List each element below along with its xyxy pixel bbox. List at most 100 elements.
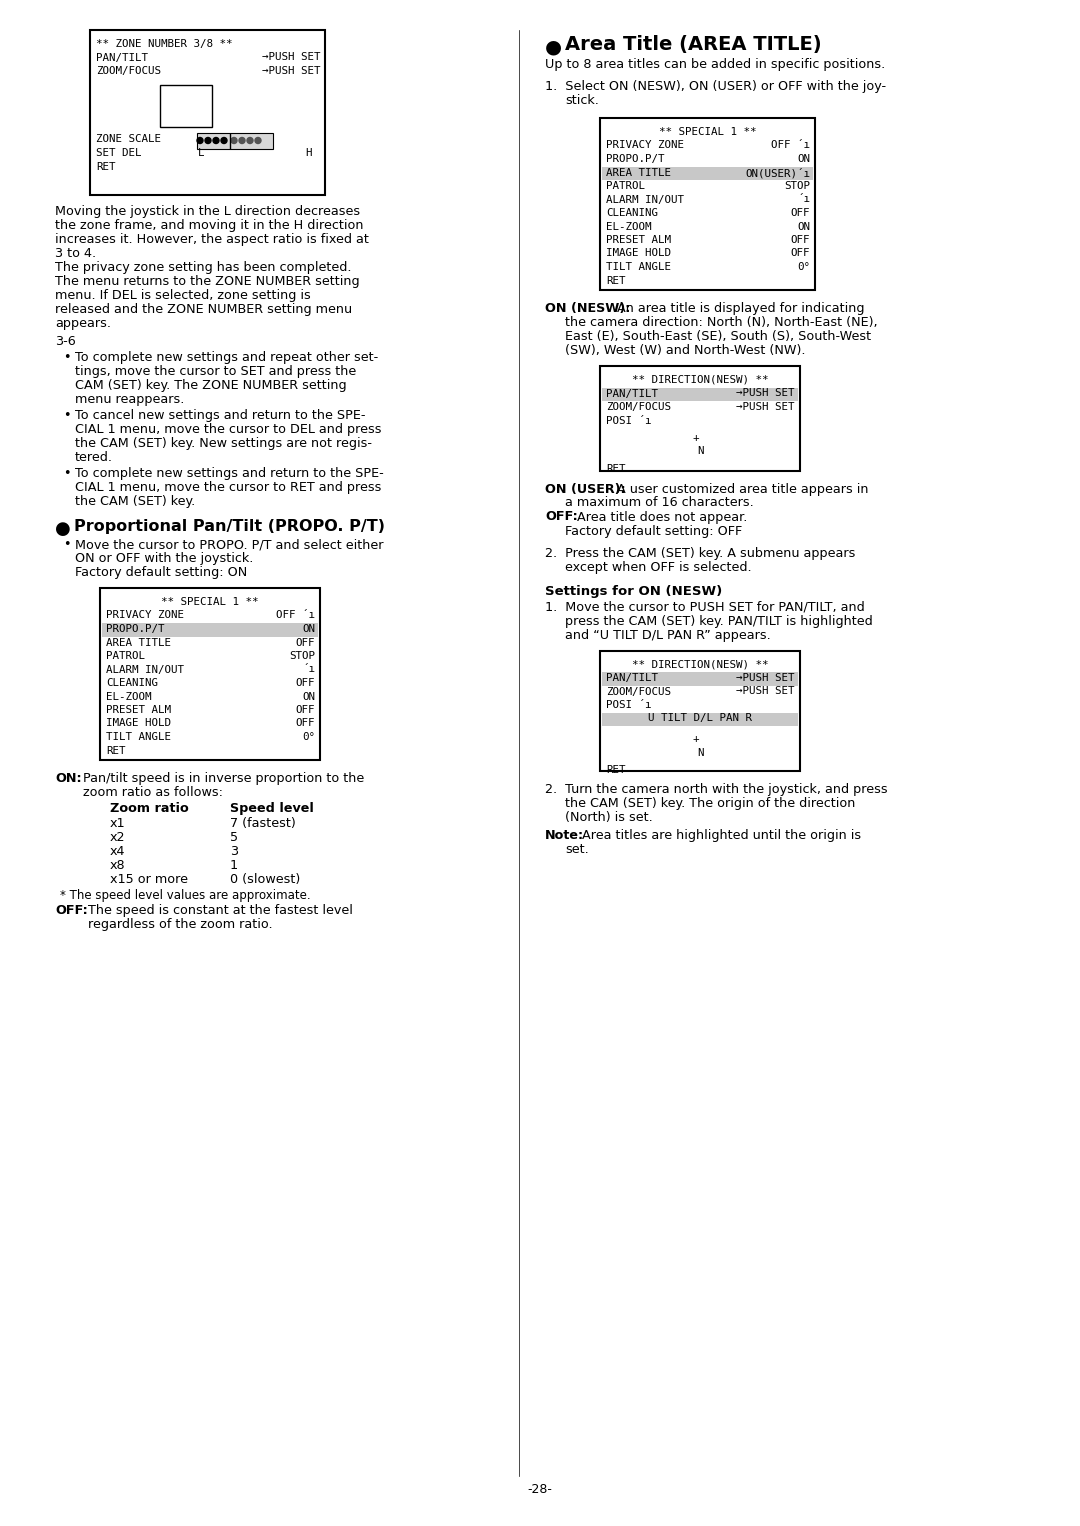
Circle shape [231,137,237,143]
Text: released and the ZONE NUMBER setting menu: released and the ZONE NUMBER setting men… [55,304,352,316]
Text: 0 (slowest): 0 (slowest) [230,873,300,887]
Text: EL-ZOOM: EL-ZOOM [606,221,651,232]
Text: SET DEL: SET DEL [96,148,141,159]
Text: ON:: ON: [55,772,82,784]
Bar [602,671,798,685]
Text: POSI ´ı: POSI ´ı [606,415,651,426]
Text: ** SPECIAL 1 **: ** SPECIAL 1 ** [659,127,756,137]
Text: (SW), West (W) and North-West (NW).: (SW), West (W) and North-West (NW). [565,343,806,357]
Text: ON: ON [797,154,810,163]
Text: OFF:: OFF: [55,903,87,917]
Text: POSI ´ı: POSI ´ı [606,700,651,710]
Text: ´ı: ´ı [302,664,315,674]
Text: the zone frame, and moving it in the H direction: the zone frame, and moving it in the H d… [55,220,364,232]
Text: →PUSH SET: →PUSH SET [737,673,795,684]
Text: Note:: Note: [545,829,584,842]
Text: Move the cursor to PROPO. P/T and select either: Move the cursor to PROPO. P/T and select… [75,539,383,551]
Text: 2.  Press the CAM (SET) key. A submenu appears: 2. Press the CAM (SET) key. A submenu ap… [545,546,855,560]
Text: press the CAM (SET) key. PAN/TILT is highlighted: press the CAM (SET) key. PAN/TILT is hig… [565,615,873,627]
Circle shape [239,137,245,143]
Text: IMAGE HOLD: IMAGE HOLD [106,719,171,728]
Text: OFF: OFF [791,208,810,218]
Text: 3: 3 [230,845,238,858]
Text: STOP: STOP [784,182,810,191]
Text: 5: 5 [230,832,238,844]
Text: Zoom ratio: Zoom ratio [110,803,189,815]
Text: the camera direction: North (N), North-East (NE),: the camera direction: North (N), North-E… [565,316,878,330]
Text: ** DIRECTION(NESW) **: ** DIRECTION(NESW) ** [632,375,768,385]
Text: OFF: OFF [296,678,315,688]
Text: •: • [63,539,70,551]
Bar [100,588,320,760]
Text: the CAM (SET) key. New settings are not regis-: the CAM (SET) key. New settings are not … [75,436,372,450]
Text: OFF: OFF [296,719,315,728]
Text: Pan/tilt speed is in inverse proportion to the: Pan/tilt speed is in inverse proportion … [83,772,364,784]
Text: PAN/TILT: PAN/TILT [96,52,148,63]
Text: PAN/TILT: PAN/TILT [606,673,658,684]
Text: and “U TILT D/L PAN R” appears.: and “U TILT D/L PAN R” appears. [565,629,771,641]
Text: ON: ON [302,624,315,633]
Text: Area titles are highlighted until the origin is: Area titles are highlighted until the or… [582,829,861,842]
Text: ON: ON [797,221,810,232]
Text: RET: RET [606,765,625,775]
Text: EL-ZOOM: EL-ZOOM [106,691,151,702]
Text: N: N [697,748,703,757]
Text: PATROL: PATROL [106,652,145,661]
Text: 3-6: 3-6 [55,336,76,348]
Circle shape [205,137,211,143]
Bar [160,84,212,127]
Text: PRIVACY ZONE: PRIVACY ZONE [106,610,184,621]
Text: Proportional Pan/Tilt (PROPO. P/T): Proportional Pan/Tilt (PROPO. P/T) [75,519,384,534]
Text: menu reappears.: menu reappears. [75,394,185,406]
Text: ALARM IN/OUT: ALARM IN/OUT [606,194,684,204]
Text: ALARM IN/OUT: ALARM IN/OUT [106,664,184,674]
Text: 1: 1 [230,859,238,871]
Text: L: L [198,148,204,159]
Text: +: + [692,734,699,745]
Text: To complete new settings and return to the SPE-: To complete new settings and return to t… [75,467,383,481]
Text: appears.: appears. [55,317,111,330]
Text: 1.  Move the cursor to PUSH SET for PAN/TILT, and: 1. Move the cursor to PUSH SET for PAN/T… [545,601,865,613]
Text: →PUSH SET: →PUSH SET [737,687,795,696]
Text: Factory default setting: OFF: Factory default setting: OFF [565,525,742,537]
Text: Area title does not appear.: Area title does not appear. [577,511,747,523]
Text: AREA TITLE: AREA TITLE [606,168,671,177]
Text: ON (USER):: ON (USER): [545,482,625,496]
Text: 0°: 0° [797,262,810,272]
Text: 2.  Turn the camera north with the joystick, and press: 2. Turn the camera north with the joysti… [545,783,888,797]
Text: PRIVACY ZONE: PRIVACY ZONE [606,140,684,151]
Text: tings, move the cursor to SET and press the: tings, move the cursor to SET and press … [75,365,356,378]
Text: ZOOM/FOCUS: ZOOM/FOCUS [96,66,161,76]
Bar [102,623,318,636]
Text: RET: RET [106,746,125,755]
Text: ON or OFF with the joystick.: ON or OFF with the joystick. [75,552,254,565]
Text: x15 or more: x15 or more [110,873,188,887]
Text: →PUSH SET: →PUSH SET [261,66,320,76]
Text: the CAM (SET) key.: the CAM (SET) key. [75,494,195,508]
Text: Area Title (AREA TITLE): Area Title (AREA TITLE) [565,35,822,53]
Text: CAM (SET) key. The ZONE NUMBER setting: CAM (SET) key. The ZONE NUMBER setting [75,378,347,392]
Text: The speed is constant at the fastest level: The speed is constant at the fastest lev… [87,903,353,917]
Text: →PUSH SET: →PUSH SET [261,52,320,63]
Text: tered.: tered. [75,452,113,464]
Text: 7 (fastest): 7 (fastest) [230,816,296,830]
Text: PRESET ALM: PRESET ALM [606,235,671,246]
Text: H: H [305,148,311,159]
Text: To cancel new settings and return to the SPE-: To cancel new settings and return to the… [75,409,365,423]
Bar [600,118,815,290]
Text: OFF ´ı: OFF ´ı [276,610,315,621]
Text: x2: x2 [110,832,125,844]
Text: •: • [63,351,70,365]
Text: Factory default setting: ON: Factory default setting: ON [75,566,247,578]
Text: •: • [63,467,70,481]
Text: CLEANING: CLEANING [106,678,158,688]
Text: An area title is displayed for indicating: An area title is displayed for indicatin… [617,302,864,314]
Bar [602,388,798,401]
Text: Settings for ON (NESW): Settings for ON (NESW) [545,584,723,598]
Text: ´ı: ´ı [797,194,810,204]
Text: STOP: STOP [289,652,315,661]
Text: 3 to 4.: 3 to 4. [55,247,96,259]
Text: ZOOM/FOCUS: ZOOM/FOCUS [606,687,671,696]
Text: OFF ´ı: OFF ´ı [771,140,810,151]
Text: TILT ANGLE: TILT ANGLE [106,732,171,742]
